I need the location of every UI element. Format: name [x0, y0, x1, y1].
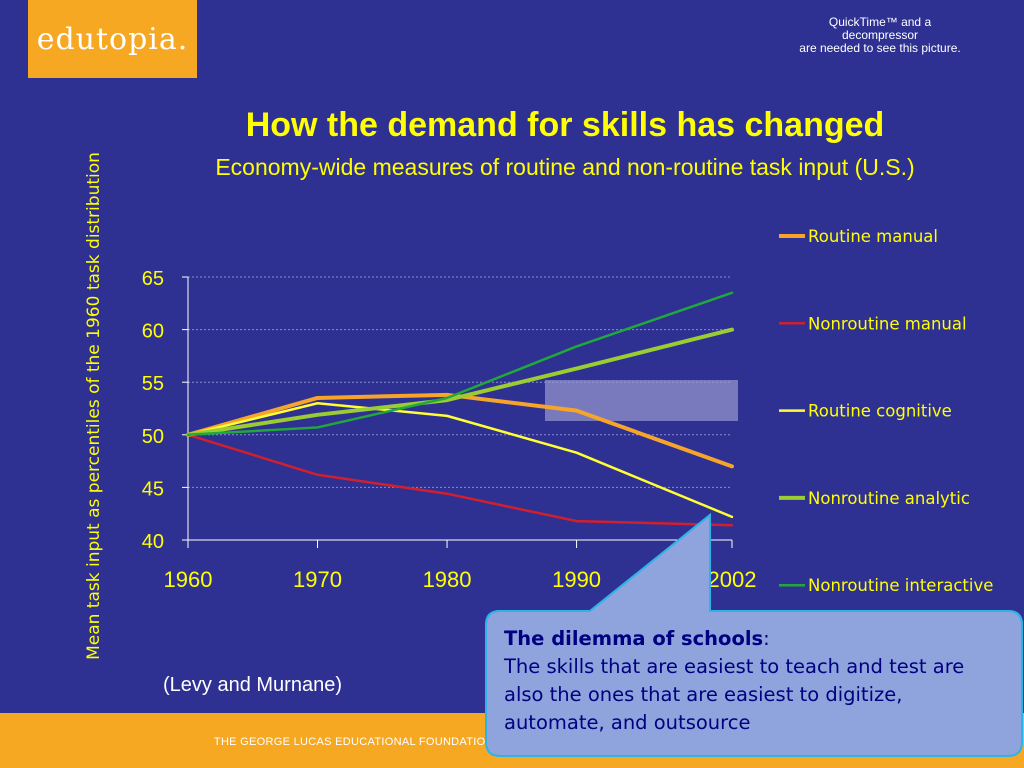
edutopia-logo: edutopia. [28, 0, 197, 78]
x-tick-label-1970: 1970 [293, 567, 342, 592]
footer-text: THE GEORGE LUCAS EDUCATIONAL FOUNDATION … [213, 736, 811, 748]
y-tick-label-40: 40 [142, 531, 164, 553]
y-tick-label-55: 55 [142, 373, 164, 395]
series-line-2 [186, 433, 734, 527]
legend-label-3: Routine cognitive [808, 402, 952, 421]
callout-heading-suffix: : [763, 627, 770, 650]
series-line-3 [186, 401, 734, 519]
y-tick-label-65: 65 [142, 268, 164, 290]
legend-label-5: Nonroutine interactive [808, 576, 993, 595]
y-tick-label-45: 45 [142, 478, 164, 500]
legend-label-1: Routine manual [808, 227, 938, 246]
quicktime-notice: QuickTime™ and a decompressor are needed… [760, 16, 1000, 55]
y-tick-label-60: 60 [142, 321, 164, 343]
source-citation: (Levy and Murnane) [163, 674, 342, 696]
x-tick-label-1960: 1960 [164, 567, 213, 592]
slide-subtitle: Economy-wide measures of routine and non… [215, 154, 915, 180]
callout-body: The skills that are easiest to teach and… [504, 655, 965, 734]
series-line-4 [186, 327, 734, 437]
quicktime-line-3: are needed to see this picture. [799, 41, 961, 55]
quicktime-line-2: decompressor [841, 28, 919, 42]
series-line-5 [186, 291, 734, 437]
callout-heading: The dilemma of schools [504, 627, 764, 650]
slide-title: How the demand for skills has changed [245, 106, 885, 144]
logo-text: edutopia. [36, 21, 189, 57]
x-tick-label-1990: 1990 [552, 567, 601, 592]
series-line-1 [186, 392, 734, 469]
x-tick-label-1980: 1980 [423, 567, 472, 592]
y-tick-label-50: 50 [142, 426, 164, 448]
x-tick-label-2002: 2002 [708, 567, 757, 592]
legend-label-4: Nonroutine analytic [808, 489, 970, 508]
legend-label-2: Nonroutine manual [808, 314, 967, 333]
chart-legend: Routine manual Nonroutine manual Routine c… [779, 227, 993, 595]
quicktime-line-1: QuickTime™ and a [828, 15, 932, 29]
callout-text: The dilemma of schools: The skills that … [504, 625, 1009, 737]
highlight-box [545, 380, 738, 421]
